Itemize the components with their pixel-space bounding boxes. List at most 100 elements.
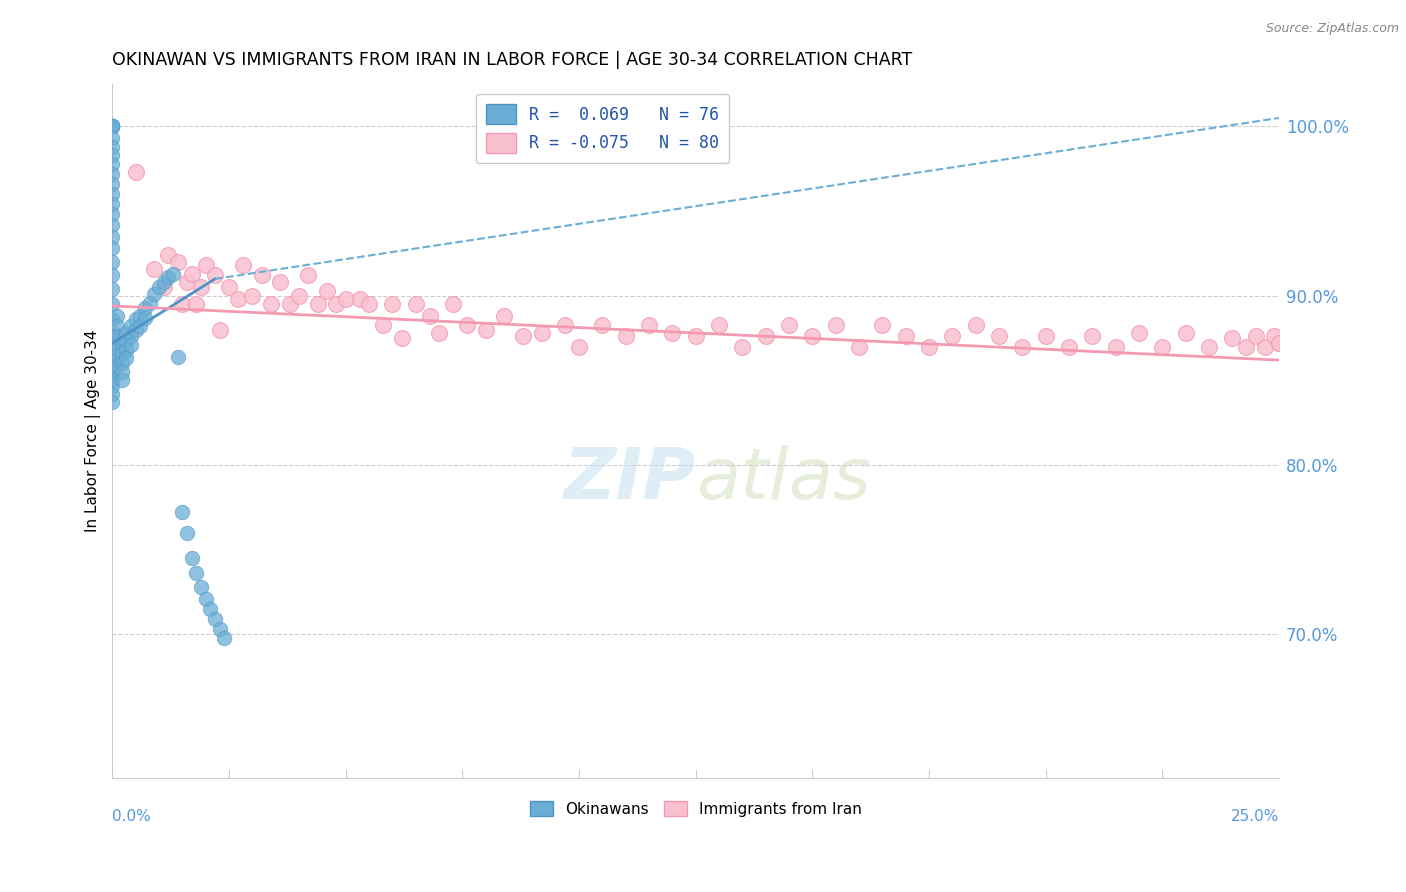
Text: 25.0%: 25.0%	[1230, 809, 1279, 824]
Point	[143, 287, 166, 301]
Point	[101, 120, 124, 134]
Point	[134, 301, 156, 315]
Point	[101, 387, 124, 401]
Point	[260, 297, 283, 311]
Point	[1244, 329, 1267, 343]
Point	[143, 261, 166, 276]
Point	[111, 346, 134, 360]
Point	[307, 297, 329, 311]
Point	[512, 329, 534, 343]
Point	[166, 255, 188, 269]
Point	[157, 270, 180, 285]
Point	[101, 148, 124, 162]
Point	[1081, 329, 1104, 343]
Point	[214, 631, 236, 645]
Point	[731, 340, 754, 354]
Point	[1263, 329, 1285, 343]
Point	[111, 373, 134, 387]
Point	[111, 336, 134, 351]
Point	[101, 343, 124, 357]
Text: Source: ZipAtlas.com: Source: ZipAtlas.com	[1265, 22, 1399, 36]
Point	[101, 167, 124, 181]
Point	[554, 318, 576, 332]
Point	[105, 309, 128, 323]
Point	[218, 280, 240, 294]
Point	[638, 318, 661, 332]
Point	[427, 326, 450, 340]
Point	[157, 248, 180, 262]
Point	[1220, 331, 1243, 345]
Point	[125, 165, 148, 179]
Point	[204, 612, 226, 626]
Point	[111, 357, 134, 371]
Point	[101, 331, 124, 345]
Point	[1174, 326, 1197, 340]
Point	[941, 329, 963, 343]
Point	[405, 297, 427, 311]
Text: OKINAWAN VS IMMIGRANTS FROM IRAN IN LABOR FORCE | AGE 30-34 CORRELATION CHART: OKINAWAN VS IMMIGRANTS FROM IRAN IN LABO…	[112, 51, 912, 69]
Point	[120, 338, 142, 352]
Point	[101, 395, 124, 409]
Point	[1198, 340, 1220, 354]
Point	[115, 343, 138, 357]
Y-axis label: In Labor Force | Age 30-34: In Labor Force | Age 30-34	[86, 330, 101, 533]
Point	[101, 373, 124, 387]
Point	[105, 348, 128, 362]
Point	[894, 329, 917, 343]
Point	[101, 187, 124, 202]
Point	[138, 295, 160, 310]
Point	[101, 297, 124, 311]
Point	[591, 318, 613, 332]
Point	[115, 351, 138, 366]
Point	[120, 319, 142, 334]
Point	[152, 275, 174, 289]
Point	[441, 297, 464, 311]
Point	[269, 275, 291, 289]
Point	[101, 120, 124, 134]
Point	[101, 351, 124, 366]
Point	[530, 326, 553, 340]
Point	[872, 318, 894, 332]
Point	[176, 275, 198, 289]
Point	[162, 267, 184, 281]
Point	[965, 318, 987, 332]
Point	[101, 120, 124, 134]
Point	[101, 177, 124, 191]
Point	[101, 197, 124, 211]
Point	[208, 623, 231, 637]
Point	[316, 284, 339, 298]
Point	[194, 258, 217, 272]
Point	[115, 334, 138, 349]
Point	[101, 368, 124, 383]
Point	[1011, 340, 1033, 354]
Point	[101, 120, 124, 134]
Point	[180, 267, 202, 281]
Point	[614, 329, 637, 343]
Point	[129, 309, 152, 323]
Point	[101, 131, 124, 145]
Point	[172, 297, 194, 311]
Text: 0.0%: 0.0%	[112, 809, 152, 824]
Point	[325, 297, 347, 311]
Point	[111, 365, 134, 379]
Point	[101, 255, 124, 269]
Point	[125, 312, 148, 326]
Point	[200, 602, 222, 616]
Point	[824, 318, 846, 332]
Point	[101, 140, 124, 154]
Point	[101, 341, 124, 355]
Point	[474, 323, 496, 337]
Point	[371, 318, 394, 332]
Point	[288, 289, 311, 303]
Point	[166, 350, 188, 364]
Point	[101, 120, 124, 134]
Point	[1268, 336, 1291, 351]
Point	[101, 312, 124, 326]
Point	[101, 326, 124, 340]
Point	[1057, 340, 1080, 354]
Point	[1104, 340, 1126, 354]
Point	[987, 329, 1010, 343]
Point	[101, 327, 124, 342]
Point	[120, 329, 142, 343]
Point	[707, 318, 730, 332]
